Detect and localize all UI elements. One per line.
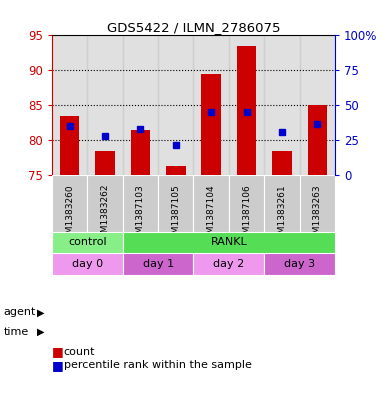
Bar <box>300 35 335 175</box>
Bar <box>123 231 335 253</box>
Bar <box>300 175 335 231</box>
Text: GSM1387104: GSM1387104 <box>207 184 216 244</box>
Text: ▶: ▶ <box>37 327 44 337</box>
Bar <box>123 175 158 231</box>
Bar <box>123 35 158 175</box>
Bar <box>60 116 79 175</box>
Bar <box>193 175 229 231</box>
Bar <box>52 35 87 175</box>
Bar <box>52 175 87 231</box>
Text: GSM1383263: GSM1383263 <box>313 184 322 244</box>
Title: GDS5422 / ILMN_2786075: GDS5422 / ILMN_2786075 <box>107 21 280 34</box>
Text: ▶: ▶ <box>37 307 44 318</box>
Bar <box>272 151 291 175</box>
Text: agent: agent <box>4 307 36 318</box>
Text: GSM1383261: GSM1383261 <box>277 184 286 244</box>
Bar <box>131 130 150 175</box>
Bar <box>158 35 193 175</box>
Text: control: control <box>68 237 107 248</box>
Bar <box>193 35 229 175</box>
Bar <box>158 175 193 231</box>
Bar <box>52 253 123 275</box>
Text: RANKL: RANKL <box>211 237 247 248</box>
Bar <box>201 74 221 175</box>
Bar <box>95 151 115 175</box>
Bar <box>229 175 264 231</box>
Bar <box>237 46 256 175</box>
Text: count: count <box>64 347 95 357</box>
Bar <box>166 166 186 175</box>
Text: day 0: day 0 <box>72 259 103 269</box>
Bar <box>308 105 327 175</box>
Bar <box>193 253 264 275</box>
Bar <box>87 175 123 231</box>
Text: day 3: day 3 <box>284 259 315 269</box>
Text: GSM1383262: GSM1383262 <box>100 184 110 244</box>
Bar <box>52 231 123 253</box>
Bar <box>87 35 123 175</box>
Bar <box>229 35 264 175</box>
Text: day 2: day 2 <box>213 259 244 269</box>
Text: GSM1387105: GSM1387105 <box>171 184 180 244</box>
Bar <box>123 253 193 275</box>
Text: ■: ■ <box>52 345 64 358</box>
Bar <box>264 35 300 175</box>
Text: percentile rank within the sample: percentile rank within the sample <box>64 360 251 371</box>
Text: ■: ■ <box>52 359 64 372</box>
Bar <box>264 253 335 275</box>
Text: GSM1387106: GSM1387106 <box>242 184 251 244</box>
Text: GSM1387103: GSM1387103 <box>136 184 145 244</box>
Text: GSM1383260: GSM1383260 <box>65 184 74 244</box>
Text: day 1: day 1 <box>142 259 174 269</box>
Bar <box>264 175 300 231</box>
Text: time: time <box>4 327 29 337</box>
